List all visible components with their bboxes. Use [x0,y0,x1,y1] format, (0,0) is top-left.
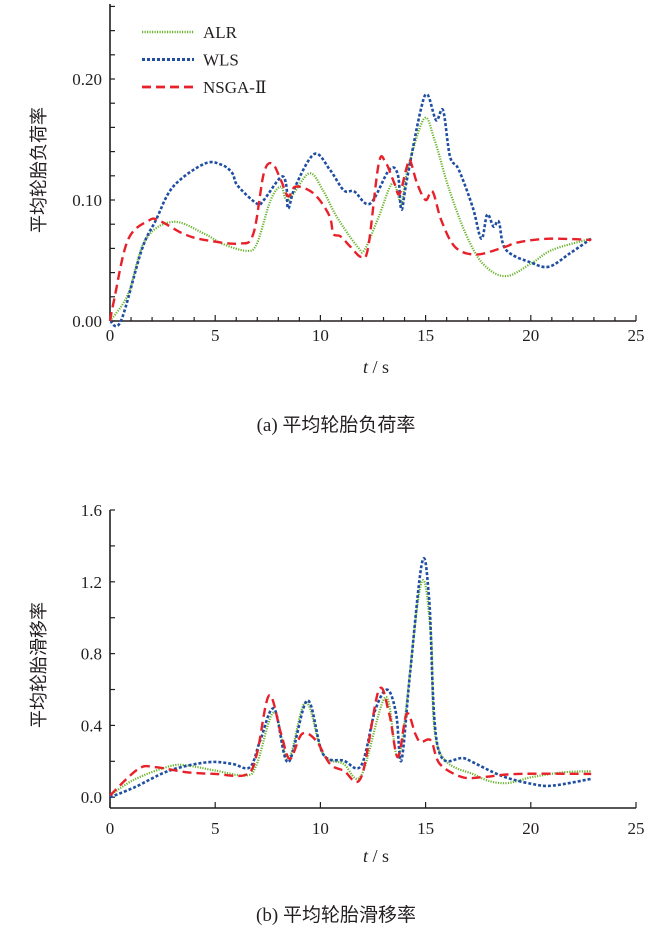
x-axis-label: t / s [363,846,389,866]
legend-label-alr: ALR [203,23,238,42]
x-tick-label: 0 [106,819,115,838]
x-tick-label: 15 [417,819,434,838]
series-line-nsga [109,686,592,797]
x-tick-label: 0 [106,326,115,345]
x-tick-label: 5 [211,819,220,838]
y-axis-label: 平均轮胎滑移率 [29,602,49,728]
series-line-nsga [108,155,592,322]
x-axis-label-unit: / s [368,357,389,377]
x-axis-label-unit: / s [368,846,389,866]
series-line-alr [109,579,592,797]
y-tick-label: 0.0 [81,788,102,807]
x-tick-label: 10 [312,326,329,345]
x-tick-label: 20 [522,819,539,838]
x-tick-label: 10 [312,819,329,838]
x-tick-label: 15 [417,326,434,345]
y-tick-label: 0.4 [81,716,103,735]
legend-label-nsga: NSGA-Ⅱ [203,78,267,97]
x-tick-label: 20 [522,326,539,345]
series-line-wls [109,557,592,799]
y-tick-label: 0.10 [72,191,102,210]
series-line-wls [109,93,592,328]
y-axis-label: 平均轮胎负荷率 [29,107,49,233]
x-tick-label: 25 [628,326,645,345]
x-tick-label: 5 [211,326,220,345]
chart-caption: (b) 平均轮胎滑移率 [256,904,416,926]
y-tick-label: 1.6 [81,501,102,520]
x-axis-label: t / s [363,357,389,377]
legend: ALR WLS NSGA-Ⅱ [142,23,267,97]
y-tick-label: 0.20 [72,70,102,89]
x-axis-label-variable: t [363,846,369,866]
chart-tire-slip-rate: 0 5 10 15 20 25 0.0 0.4 0.8 1.2 1.6 t / s 平均轮胎滑移率 (b)… [29,501,645,926]
chart-caption: (a) 平均轮胎负荷率 [257,414,416,436]
y-tick-label: 0.00 [72,312,102,331]
legend-label-wls: WLS [203,51,239,70]
series-line-alr [109,116,592,322]
chart-tire-load-rate: 0 5 10 15 20 25 0.00 0.10 0.20 t / s 平均轮胎负荷率 (a) 平均… [29,4,645,436]
y-tick-label: 1.2 [81,573,102,592]
x-tick-label: 25 [628,819,645,838]
y-tick-label: 0.8 [81,645,102,664]
x-axis-label-variable: t [363,357,369,377]
